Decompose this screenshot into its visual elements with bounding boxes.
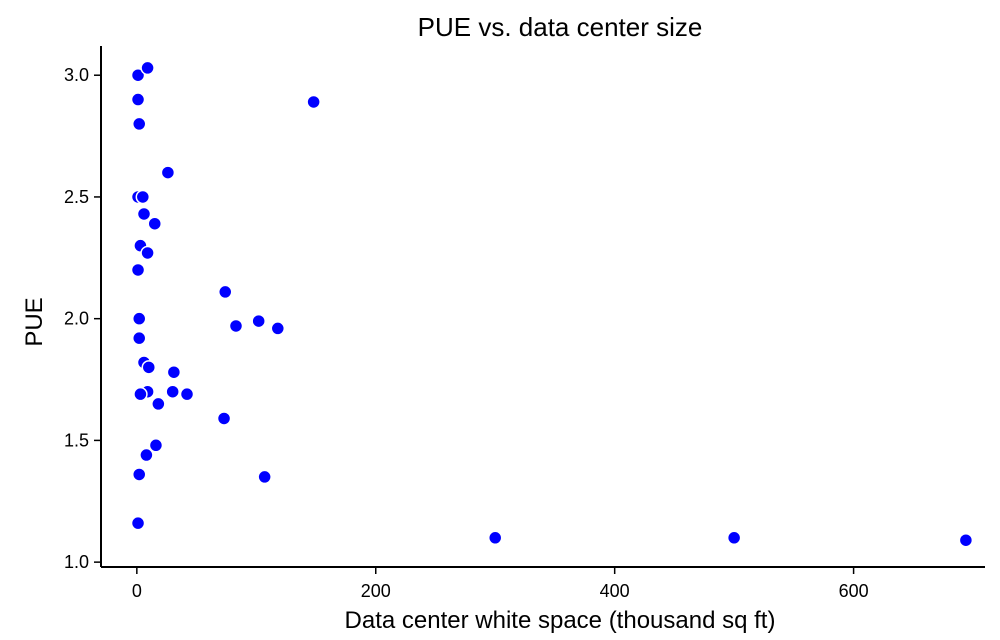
data-point xyxy=(217,284,233,300)
data-point xyxy=(140,60,155,76)
y-tick-label: 3.0 xyxy=(64,65,89,85)
data-point xyxy=(141,360,157,375)
data-point xyxy=(130,515,146,531)
data-point xyxy=(131,467,147,482)
y-tick-label: 2.0 xyxy=(64,309,89,329)
data-point xyxy=(148,438,164,453)
data-point xyxy=(726,530,742,546)
data-point xyxy=(151,396,166,412)
data-point xyxy=(139,447,154,463)
y-tick-label: 2.5 xyxy=(64,187,89,207)
data-point xyxy=(270,321,286,336)
data-point xyxy=(958,532,974,548)
data-points xyxy=(130,60,974,548)
x-tick-label: 600 xyxy=(839,581,869,601)
data-point xyxy=(306,94,321,110)
data-point xyxy=(140,245,155,261)
x-axis-label: Data center white space (thousand sq ft) xyxy=(345,607,776,634)
data-point xyxy=(257,469,272,485)
data-point xyxy=(133,386,148,402)
data-point xyxy=(487,530,503,546)
x-tick-label: 200 xyxy=(361,581,391,601)
data-point xyxy=(135,189,151,205)
data-point xyxy=(228,318,244,334)
data-point xyxy=(251,313,266,329)
y-tick-label: 1.0 xyxy=(64,552,89,572)
data-point xyxy=(131,330,147,346)
data-point xyxy=(216,411,232,426)
data-point xyxy=(166,364,182,380)
y-axis-label: PUE xyxy=(21,297,48,346)
chart-title: PUE vs. data center size xyxy=(418,12,703,42)
data-point xyxy=(147,216,163,231)
data-point xyxy=(179,386,195,402)
y-axis: 1.0 1.5 2.0 2.5 3.0 xyxy=(64,46,102,572)
data-point xyxy=(131,311,147,326)
data-point xyxy=(130,92,146,107)
x-tick-label: 400 xyxy=(600,581,630,601)
data-point xyxy=(130,67,146,83)
y-tick-label: 1.5 xyxy=(64,430,89,450)
data-point xyxy=(130,262,146,278)
data-point xyxy=(131,116,147,132)
x-tick-label: 0 xyxy=(132,581,142,601)
x-axis: 0 200 400 600 xyxy=(101,566,985,601)
data-point xyxy=(136,206,152,222)
data-point xyxy=(165,384,180,399)
data-point xyxy=(160,165,176,180)
